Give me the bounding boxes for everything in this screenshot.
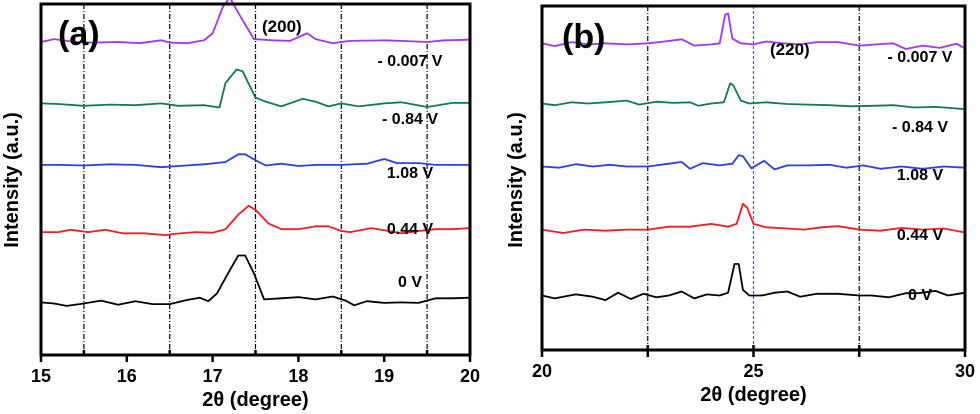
series-label: 1.08 V bbox=[387, 165, 434, 182]
series-label: - 0.007 V bbox=[378, 53, 443, 70]
series-label: - 0.84 V bbox=[382, 111, 438, 128]
x-axis-title: 2θ (degree) bbox=[202, 389, 308, 411]
series-line-1-08-V bbox=[41, 153, 470, 169]
x-tick-label: 30 bbox=[955, 361, 975, 381]
series-line-0-44-V bbox=[41, 204, 471, 236]
panel-b: 20 25 30 2θ (degree) Intensity (a.u.) (b) (220… bbox=[505, 4, 975, 406]
panel-label: (b) bbox=[562, 18, 605, 56]
series-line-0-007-V bbox=[541, 12, 966, 50]
x-tick-label: 18 bbox=[288, 366, 308, 386]
x-tick-label: 19 bbox=[374, 366, 394, 386]
y-axis-title: Intensity (a.u.) bbox=[505, 112, 527, 248]
series-label: - 0.84 V bbox=[892, 119, 948, 136]
series-label: 0.44 V bbox=[897, 227, 944, 244]
panel-a: 15 16 17 18 19 20 2θ (degree) Intensity (a.u.) (… bbox=[1, 0, 480, 411]
series-label: 1.08 V bbox=[897, 167, 944, 184]
series-label: 0 V bbox=[908, 287, 932, 304]
x-axis-title: 2θ (degree) bbox=[700, 384, 806, 406]
x-tick-label: 20 bbox=[532, 361, 552, 381]
series-line-0-V bbox=[40, 254, 471, 307]
series-line-0-84-V bbox=[541, 82, 966, 111]
series-label: 0.44 V bbox=[387, 221, 434, 238]
panel-label: (a) bbox=[58, 15, 100, 53]
peak-annotation: (220) bbox=[770, 40, 810, 59]
series-line-0-84-V bbox=[40, 68, 470, 109]
x-tick-label: 15 bbox=[31, 366, 51, 386]
series-line-0-V bbox=[541, 263, 966, 301]
series-label: 0 V bbox=[398, 274, 422, 291]
series-line-0-44-V bbox=[541, 202, 966, 234]
y-axis-title: Intensity (a.u.) bbox=[1, 112, 23, 248]
x-tick-label: 16 bbox=[117, 366, 137, 386]
series-label: - 0.007 V bbox=[888, 49, 953, 66]
x-tick-label: 17 bbox=[203, 366, 223, 386]
x-tick-label: 20 bbox=[460, 366, 480, 386]
peak-annotation: (200) bbox=[262, 17, 302, 36]
series-line-1-08-V bbox=[541, 154, 966, 171]
x-tick-label: 25 bbox=[743, 361, 763, 381]
